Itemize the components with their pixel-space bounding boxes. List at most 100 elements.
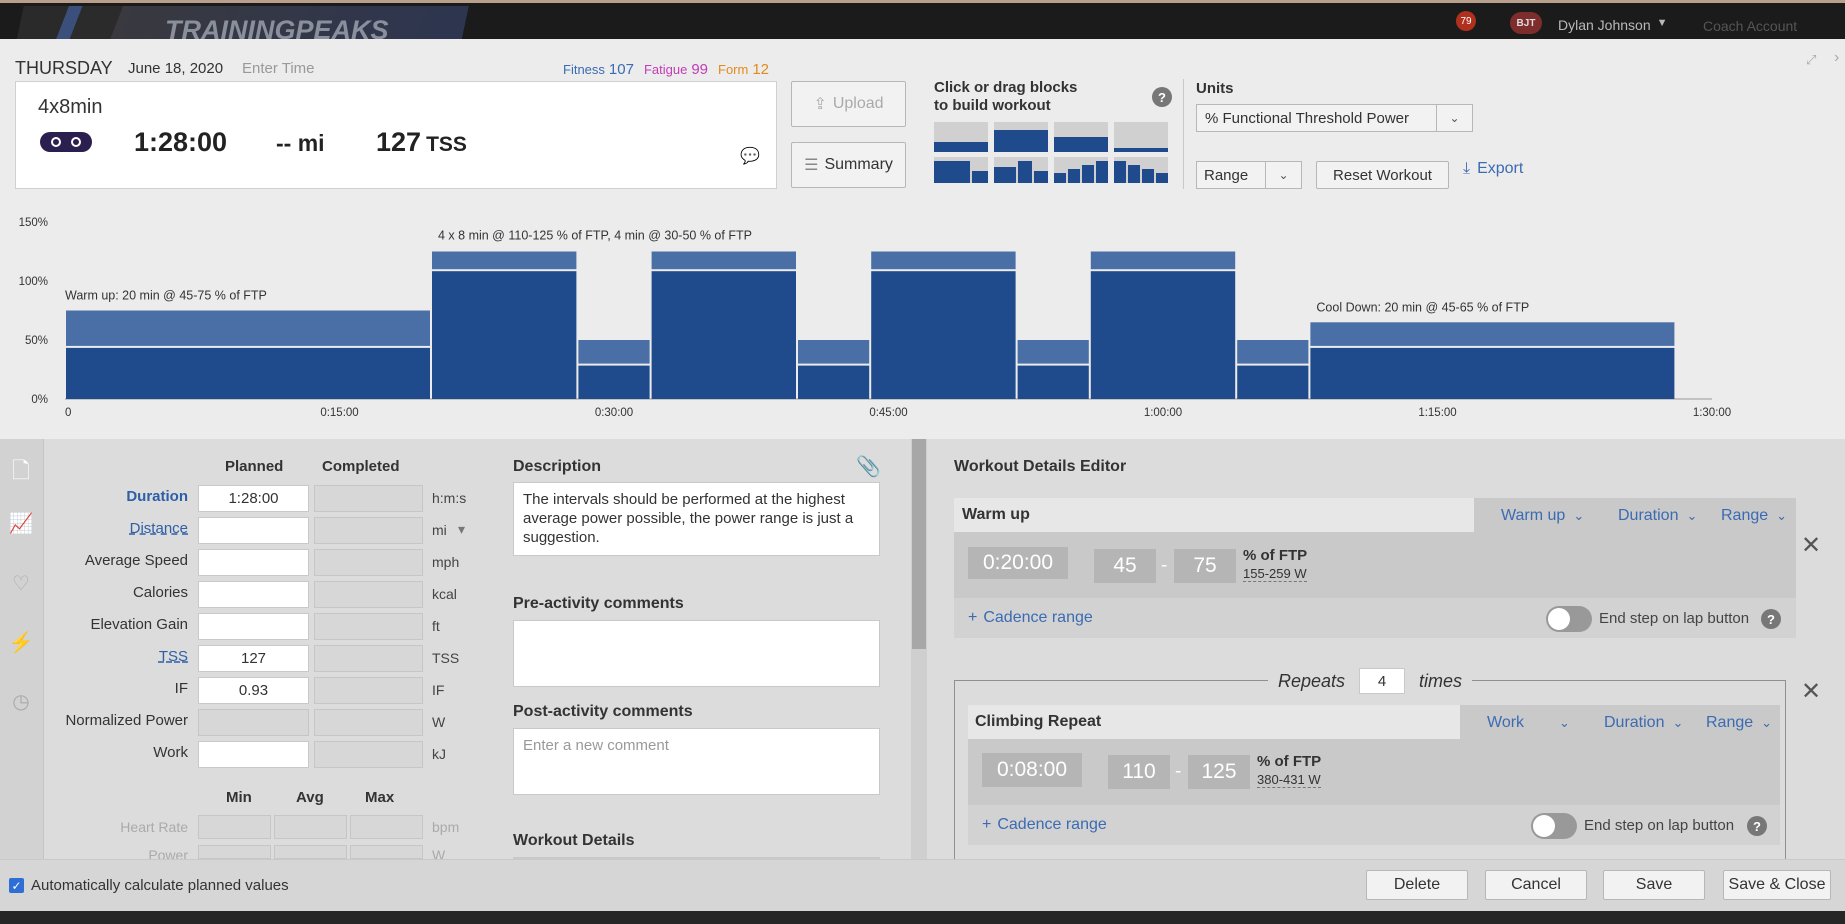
- stat-label-tss[interactable]: TSS: [158, 648, 188, 665]
- block-step-3[interactable]: [1054, 122, 1108, 152]
- delete-button[interactable]: Delete: [1366, 870, 1468, 900]
- scrollbar-thumb[interactable]: [912, 439, 926, 649]
- climb-lap-help-icon[interactable]: ?: [1747, 816, 1767, 836]
- warmup-type-select[interactable]: Warm up ⌄: [1501, 507, 1585, 524]
- climb-cadence-row: [968, 805, 1780, 845]
- x-tick-label: 0:15:00: [320, 407, 358, 419]
- workout-distance: -- mi: [276, 130, 325, 156]
- block-repeat-3[interactable]: [1054, 157, 1108, 183]
- stat-label-average-speed: Average Speed: [84, 552, 188, 569]
- workout-chart[interactable]: 150% 100% 50% 0% 0 0:15:00 0:30:00 0:45:00 1:00:…: [0, 209, 1845, 429]
- repeats-count-input[interactable]: 4: [1359, 668, 1406, 694]
- pre-activity-label: Pre-activity comments: [513, 595, 684, 612]
- post-activity-textarea[interactable]: Enter a new comment: [513, 728, 880, 795]
- notification-badge[interactable]: 79: [1456, 11, 1476, 31]
- warmup-range-select[interactable]: Range ⌄: [1721, 507, 1788, 524]
- block-step-4[interactable]: [1114, 122, 1168, 152]
- chart-annotation: Warm up: 20 min @ 45-75 % of FTP: [65, 289, 267, 303]
- block-step-1[interactable]: [934, 122, 988, 152]
- chart-segment-bar: [798, 365, 870, 399]
- climb-lap-toggle[interactable]: [1531, 813, 1577, 839]
- stat-label-distance[interactable]: Distance: [129, 520, 188, 537]
- reset-workout-button[interactable]: Reset Workout: [1316, 161, 1449, 189]
- chart-segment-bar: [871, 271, 1016, 399]
- completed-field-if: [314, 677, 423, 704]
- document-icon[interactable]: 🗋: [12, 458, 30, 483]
- planned-field-duration[interactable]: 1:28:00: [198, 485, 309, 512]
- planned-field-elevation-gain[interactable]: [198, 613, 309, 640]
- climb-duration-select[interactable]: Duration ⌄: [1604, 714, 1684, 731]
- x-tick-label: 1:30:00: [1693, 407, 1731, 419]
- block-repeat-1[interactable]: [934, 157, 988, 183]
- range-select[interactable]: Range ⌄: [1196, 161, 1302, 189]
- comments-icon[interactable]: 💬: [740, 148, 760, 165]
- climb-range-select[interactable]: Range ⌄: [1706, 714, 1773, 731]
- chart-segment-bar: [432, 271, 577, 399]
- clock-icon[interactable]: ◷: [12, 691, 30, 713]
- planned-field-calories[interactable]: [198, 581, 309, 608]
- climb-time-input[interactable]: 0:08:00: [982, 753, 1082, 787]
- form-value: 12: [752, 61, 770, 78]
- date-label[interactable]: June 18, 2020: [128, 60, 224, 77]
- block-repeat-4[interactable]: [1114, 157, 1168, 183]
- stat-label-normalized-power: Normalized Power: [65, 712, 188, 729]
- planned-field-tss[interactable]: 127: [198, 645, 309, 672]
- chevron-down-icon: ▼: [1656, 17, 1668, 29]
- climb-type-select[interactable]: Work ⌄: [1487, 714, 1570, 731]
- warmup-high-input[interactable]: 75: [1174, 549, 1236, 583]
- chart-icon[interactable]: 📈: [8, 513, 34, 535]
- repeats-delete-icon[interactable]: ✕: [1801, 678, 1822, 705]
- completed-field-normalized-power: [314, 709, 423, 736]
- heart-icon[interactable]: ♡: [12, 573, 30, 595]
- save-close-button[interactable]: Save & Close: [1723, 870, 1831, 900]
- auto-calc-checkbox[interactable]: ✓: [9, 878, 24, 893]
- warmup-low-input[interactable]: 45: [1094, 549, 1156, 583]
- climb-step-name[interactable]: Climbing Repeat: [968, 705, 1460, 739]
- block-step-2[interactable]: [994, 122, 1048, 152]
- coach-account-link[interactable]: Coach Account: [1703, 18, 1798, 34]
- chart-segment-range: [1310, 322, 1675, 346]
- stat-label-duration[interactable]: Duration: [126, 488, 188, 505]
- power-avg-field: [274, 845, 347, 859]
- planned-field-work[interactable]: [198, 741, 309, 768]
- time-input[interactable]: Enter Time: [242, 60, 315, 77]
- completed-field-calories: [314, 581, 423, 608]
- builder-title-line1: Click or drag blocks: [934, 79, 1078, 96]
- heart-rate-label: Heart Rate: [120, 819, 188, 835]
- distance-unit-chevron-icon[interactable]: ▾: [458, 521, 466, 537]
- avatar[interactable]: BJT: [1510, 12, 1542, 34]
- warmup-duration-select[interactable]: Duration ⌄: [1618, 507, 1698, 524]
- paperclip-icon[interactable]: 📎: [856, 456, 881, 478]
- lightning-icon[interactable]: ⚡: [8, 632, 34, 654]
- units-select[interactable]: % Functional Threshold Power ⌄: [1196, 104, 1473, 132]
- warmup-lap-toggle[interactable]: [1546, 606, 1592, 632]
- hr-avg-field: [274, 815, 347, 839]
- close-panel-icon[interactable]: ›: [1834, 49, 1840, 66]
- description-textarea[interactable]: The intervals should be performed at the…: [513, 482, 880, 556]
- warmup-time-input[interactable]: 0:20:00: [968, 547, 1068, 579]
- planned-field-distance[interactable]: [198, 517, 309, 544]
- export-button[interactable]: ⤓ Export: [1463, 160, 1523, 178]
- climb-cadence-button[interactable]: + Cadence range: [982, 816, 1107, 833]
- workout-title[interactable]: 4x8min: [38, 96, 103, 118]
- warmup-step-name[interactable]: Warm up: [954, 498, 1474, 532]
- warmup-lap-help-icon[interactable]: ?: [1761, 609, 1781, 629]
- climb-high-input[interactable]: 125: [1188, 755, 1250, 789]
- post-activity-label: Post-activity comments: [513, 703, 693, 720]
- pre-activity-textarea[interactable]: [513, 620, 880, 687]
- planned-field-if[interactable]: 0.93: [198, 677, 309, 704]
- cancel-button[interactable]: Cancel: [1485, 870, 1587, 900]
- warmup-delete-icon[interactable]: ✕: [1801, 532, 1822, 559]
- summary-button[interactable]: ☰ Summary: [791, 142, 906, 188]
- warmup-cadence-button[interactable]: + Cadence range: [968, 609, 1093, 626]
- planned-field-average-speed[interactable]: [198, 549, 309, 576]
- user-menu[interactable]: Dylan Johnson ▼: [1558, 17, 1668, 33]
- chevron-down-icon: ⌄: [1761, 715, 1773, 730]
- block-repeat-2[interactable]: [994, 157, 1048, 183]
- climb-low-input[interactable]: 110: [1108, 755, 1170, 789]
- builder-help-icon[interactable]: ?: [1152, 87, 1172, 107]
- stat-label-calories: Calories: [132, 584, 188, 601]
- save-button[interactable]: Save: [1603, 870, 1705, 900]
- expand-icon[interactable]: ⤢: [1806, 52, 1817, 67]
- upload-button[interactable]: ⇪ Upload: [791, 81, 906, 127]
